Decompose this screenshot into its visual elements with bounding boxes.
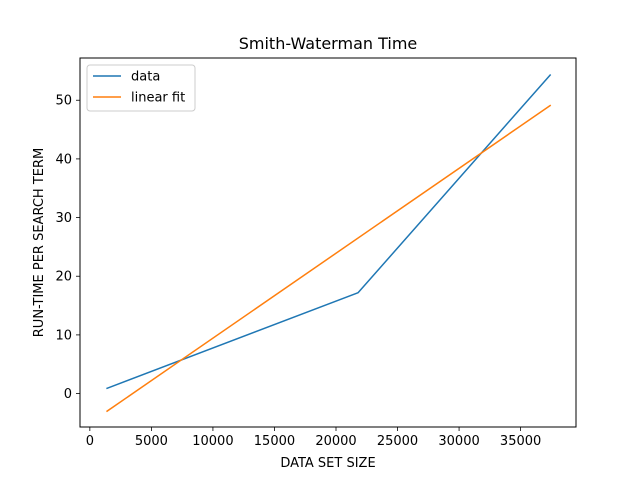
series-line-linear-fit	[106, 104, 552, 413]
y-tick-label: 30	[55, 211, 72, 226]
x-tick-label: 20000	[315, 434, 356, 449]
x-tick-label: 35000	[500, 434, 541, 449]
x-tick-label: 25000	[377, 434, 418, 449]
y-tick-label: 20	[55, 270, 72, 285]
x-tick-label: 15000	[254, 434, 295, 449]
legend: data linear fit	[86, 64, 196, 112]
series-line-data	[106, 73, 552, 390]
y-tick-label: 0	[64, 387, 72, 402]
x-tick-label: 0	[86, 434, 94, 449]
y-axis-ticks: 0 10 20 30 40 50	[55, 94, 80, 402]
x-axis-ticks: 0 5000 10000 15000 20000 25000 30000 35000	[86, 427, 541, 449]
series-layer	[106, 73, 552, 413]
plot-frame	[79, 57, 577, 428]
x-tick-label: 5000	[135, 434, 168, 449]
x-tick-label: 10000	[192, 434, 233, 449]
y-tick-label: 40	[55, 152, 72, 167]
y-tick-label: 50	[55, 94, 72, 109]
x-tick-label: 30000	[438, 434, 479, 449]
y-tick-label: 10	[55, 328, 72, 343]
x-axis-label: DATA SET SIZE	[280, 456, 375, 471]
legend-label-linear-fit: linear fit	[131, 91, 185, 106]
chart-title: Smith-Waterman Time	[239, 34, 418, 53]
y-axis-label: RUN-TIME PER SEARCH TERM	[32, 148, 47, 337]
legend-label-data: data	[131, 70, 160, 85]
